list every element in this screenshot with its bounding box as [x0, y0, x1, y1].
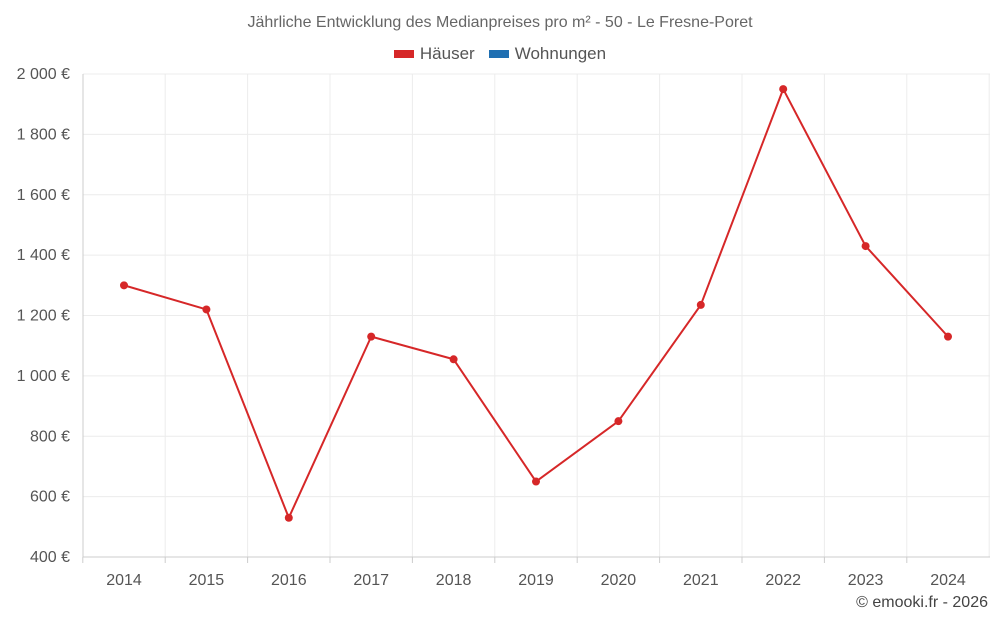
x-tick-label: 2023 [848, 572, 884, 589]
data-point [696, 300, 705, 309]
y-tick-label: 400 € [30, 549, 70, 566]
legend-item-haeuser[interactable]: Häuser [393, 44, 475, 64]
chart-title: Jährliche Entwicklung des Medianpreises … [247, 14, 753, 31]
data-point [284, 513, 293, 522]
y-tick-label: 2 000 € [17, 66, 70, 83]
x-tick-label: 2015 [189, 572, 225, 589]
x-tick-label: 2016 [271, 572, 307, 589]
data-point [614, 417, 623, 426]
legend-item-wohnungen[interactable]: Wohnungen [488, 44, 607, 64]
legend-swatch-haeuser [393, 50, 414, 58]
x-tick-label: 2022 [765, 572, 801, 589]
x-tick-label: 2024 [930, 572, 966, 589]
data-point [367, 332, 376, 341]
y-tick-label: 1 000 € [17, 368, 70, 385]
y-tick-label: 600 € [30, 489, 70, 506]
y-tick-label: 800 € [30, 428, 70, 445]
data-point [861, 242, 870, 251]
legend-swatch-wohnungen [488, 50, 509, 58]
data-point [449, 355, 458, 364]
y-tick-label: 1 600 € [17, 187, 70, 204]
y-tick-label: 1 200 € [17, 308, 70, 325]
x-tick-label: 2014 [106, 572, 142, 589]
data-point [120, 281, 128, 290]
data-point [779, 85, 788, 94]
x-tick-label: 2018 [436, 572, 472, 589]
x-tick-label: 2019 [518, 572, 554, 589]
copyright-text: © emooki.fr - 2026 [856, 594, 988, 611]
legend-label-wohnungen: Wohnungen [514, 44, 607, 63]
x-tick-label: 2020 [601, 572, 637, 589]
data-point [944, 332, 952, 341]
chart-legend: Häuser Wohnungen [0, 44, 1000, 64]
x-tick-label: 2021 [683, 572, 719, 589]
x-tick-label: 2017 [353, 572, 389, 589]
data-point [202, 305, 211, 314]
y-tick-label: 1 800 € [17, 126, 70, 143]
data-point [532, 477, 540, 486]
y-tick-label: 1 400 € [17, 247, 70, 264]
legend-label-haeuser: Häuser [419, 44, 475, 63]
